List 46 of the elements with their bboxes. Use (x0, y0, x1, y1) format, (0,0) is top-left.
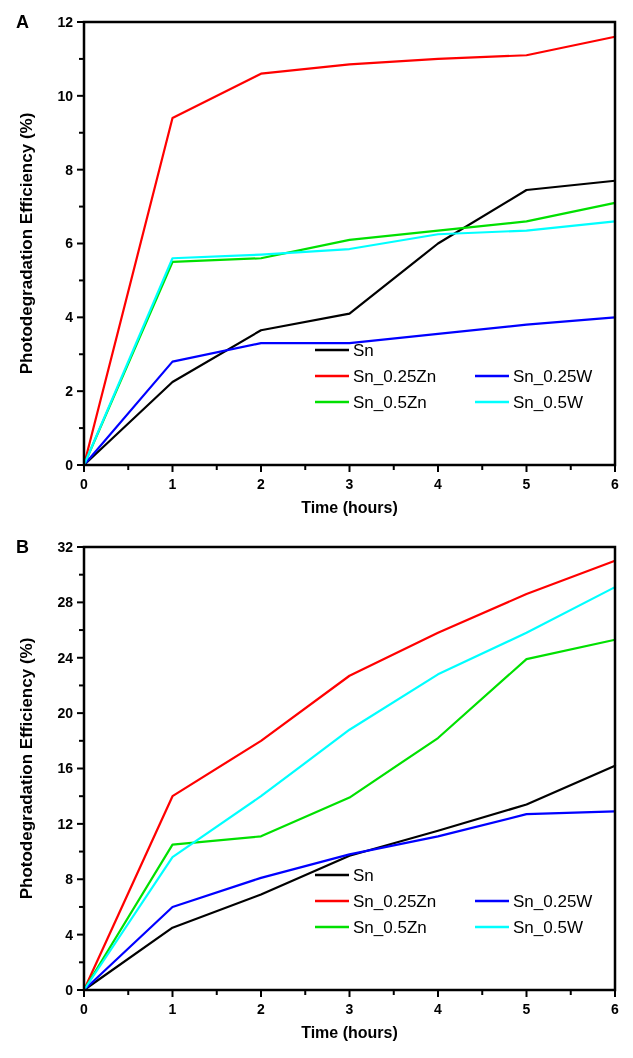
legend-label: Sn (353, 865, 374, 885)
x-tick-label: 2 (257, 476, 266, 492)
legend-label: Sn_0.5Zn (353, 917, 427, 937)
y-tick-label: 20 (57, 705, 74, 722)
y-tick-label: 16 (57, 760, 74, 777)
y-tick-label: 0 (65, 981, 74, 998)
y-tick-label: 12 (57, 815, 74, 832)
x-tick-label: 6 (611, 1001, 620, 1017)
legend-label: Sn (353, 340, 374, 360)
y-tick-label: 4 (65, 926, 74, 943)
legend-label: Sn_0.5W (513, 917, 583, 937)
chart-title: B (16, 537, 29, 557)
y-tick-label: 0 (65, 456, 74, 473)
chart-title: A (16, 12, 29, 32)
x-tick-label: 5 (522, 1001, 531, 1017)
x-axis-title: Time (hours) (301, 1024, 398, 1041)
legend-label: Sn_0.25W (513, 366, 593, 386)
y-axis-title: Photodegradation Efficiency (%) (17, 637, 36, 900)
y-tick-label: 6 (65, 235, 74, 252)
x-tick-label: 5 (522, 476, 531, 492)
x-tick-label: 3 (345, 1001, 354, 1017)
x-tick-label: 6 (611, 476, 620, 492)
legend-label: Sn_0.25Zn (353, 366, 437, 386)
x-tick-label: 2 (257, 1001, 266, 1017)
y-tick-label: 10 (57, 87, 74, 104)
x-tick-label: 1 (168, 1001, 177, 1017)
y-axis-title: Photodegradation Efficiency (%) (17, 112, 36, 375)
legend-label: Sn_0.5Zn (353, 392, 427, 412)
x-tick-label: 0 (80, 476, 89, 492)
y-tick-label: 28 (57, 594, 74, 611)
x-axis-title: Time (hours) (301, 499, 398, 516)
y-tick-label: 12 (57, 13, 74, 30)
x-tick-label: 1 (168, 476, 177, 492)
y-tick-label: 32 (57, 538, 74, 555)
y-tick-label: 4 (65, 309, 74, 326)
y-tick-label: 2 (65, 383, 74, 400)
legend-label: Sn_0.5W (513, 392, 583, 412)
y-tick-label: 24 (57, 649, 74, 666)
y-tick-label: 8 (65, 161, 74, 178)
x-tick-label: 4 (434, 1001, 443, 1017)
legend-label: Sn_0.25Zn (353, 891, 437, 911)
y-tick-label: 8 (65, 871, 74, 888)
x-tick-label: 4 (434, 476, 443, 492)
legend-label: Sn_0.25W (513, 891, 593, 911)
x-tick-label: 0 (80, 1001, 89, 1017)
x-tick-label: 3 (345, 476, 354, 492)
